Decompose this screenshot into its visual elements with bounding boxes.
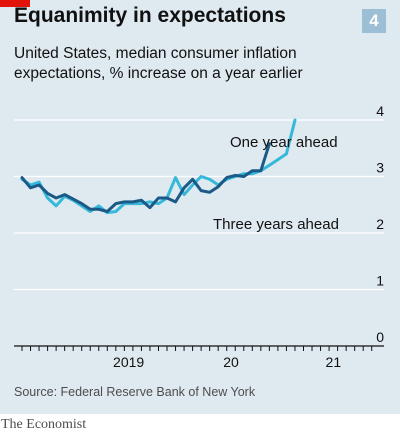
y-tick-label-3: 3 (376, 160, 384, 176)
x-tick-label-2019: 2019 (113, 354, 144, 370)
y-tick-label-0: 0 (376, 329, 384, 345)
red-tag-decoration (0, 0, 30, 7)
annotation-one-year-ahead: One year ahead (230, 134, 338, 151)
x-axis: 2019 20 21 (14, 345, 384, 370)
three-years-ahead-line (20, 142, 271, 213)
publisher-footer: The Economist (1, 417, 87, 432)
x-tick-label-20: 20 (223, 354, 239, 370)
source-note: Source: Federal Reserve Bank of New York (14, 385, 256, 399)
series-lines (20, 118, 297, 215)
y-tick-label-1: 1 (376, 273, 384, 289)
chart-panel: Equanimity in expectations 4 United Stat… (0, 0, 400, 414)
series-annotations: One year ahead Three years ahead (213, 134, 339, 233)
chart-title: Equanimity in expectations (14, 4, 286, 27)
y-tick-label-4: 4 (376, 103, 384, 119)
chart-number-badge: 4 (362, 9, 386, 33)
annotation-three-years-ahead: Three years ahead (213, 216, 339, 233)
x-tick-label-21: 21 (326, 354, 342, 370)
line-chart: 2019 20 21 0 1 2 3 4 One year ahead Three years… (14, 103, 384, 370)
y-tick-labels: 0 1 2 3 4 (376, 103, 384, 345)
y-tick-label-2: 2 (376, 216, 384, 232)
chart-subtitle: United States, median consumer inflation… (14, 45, 303, 82)
